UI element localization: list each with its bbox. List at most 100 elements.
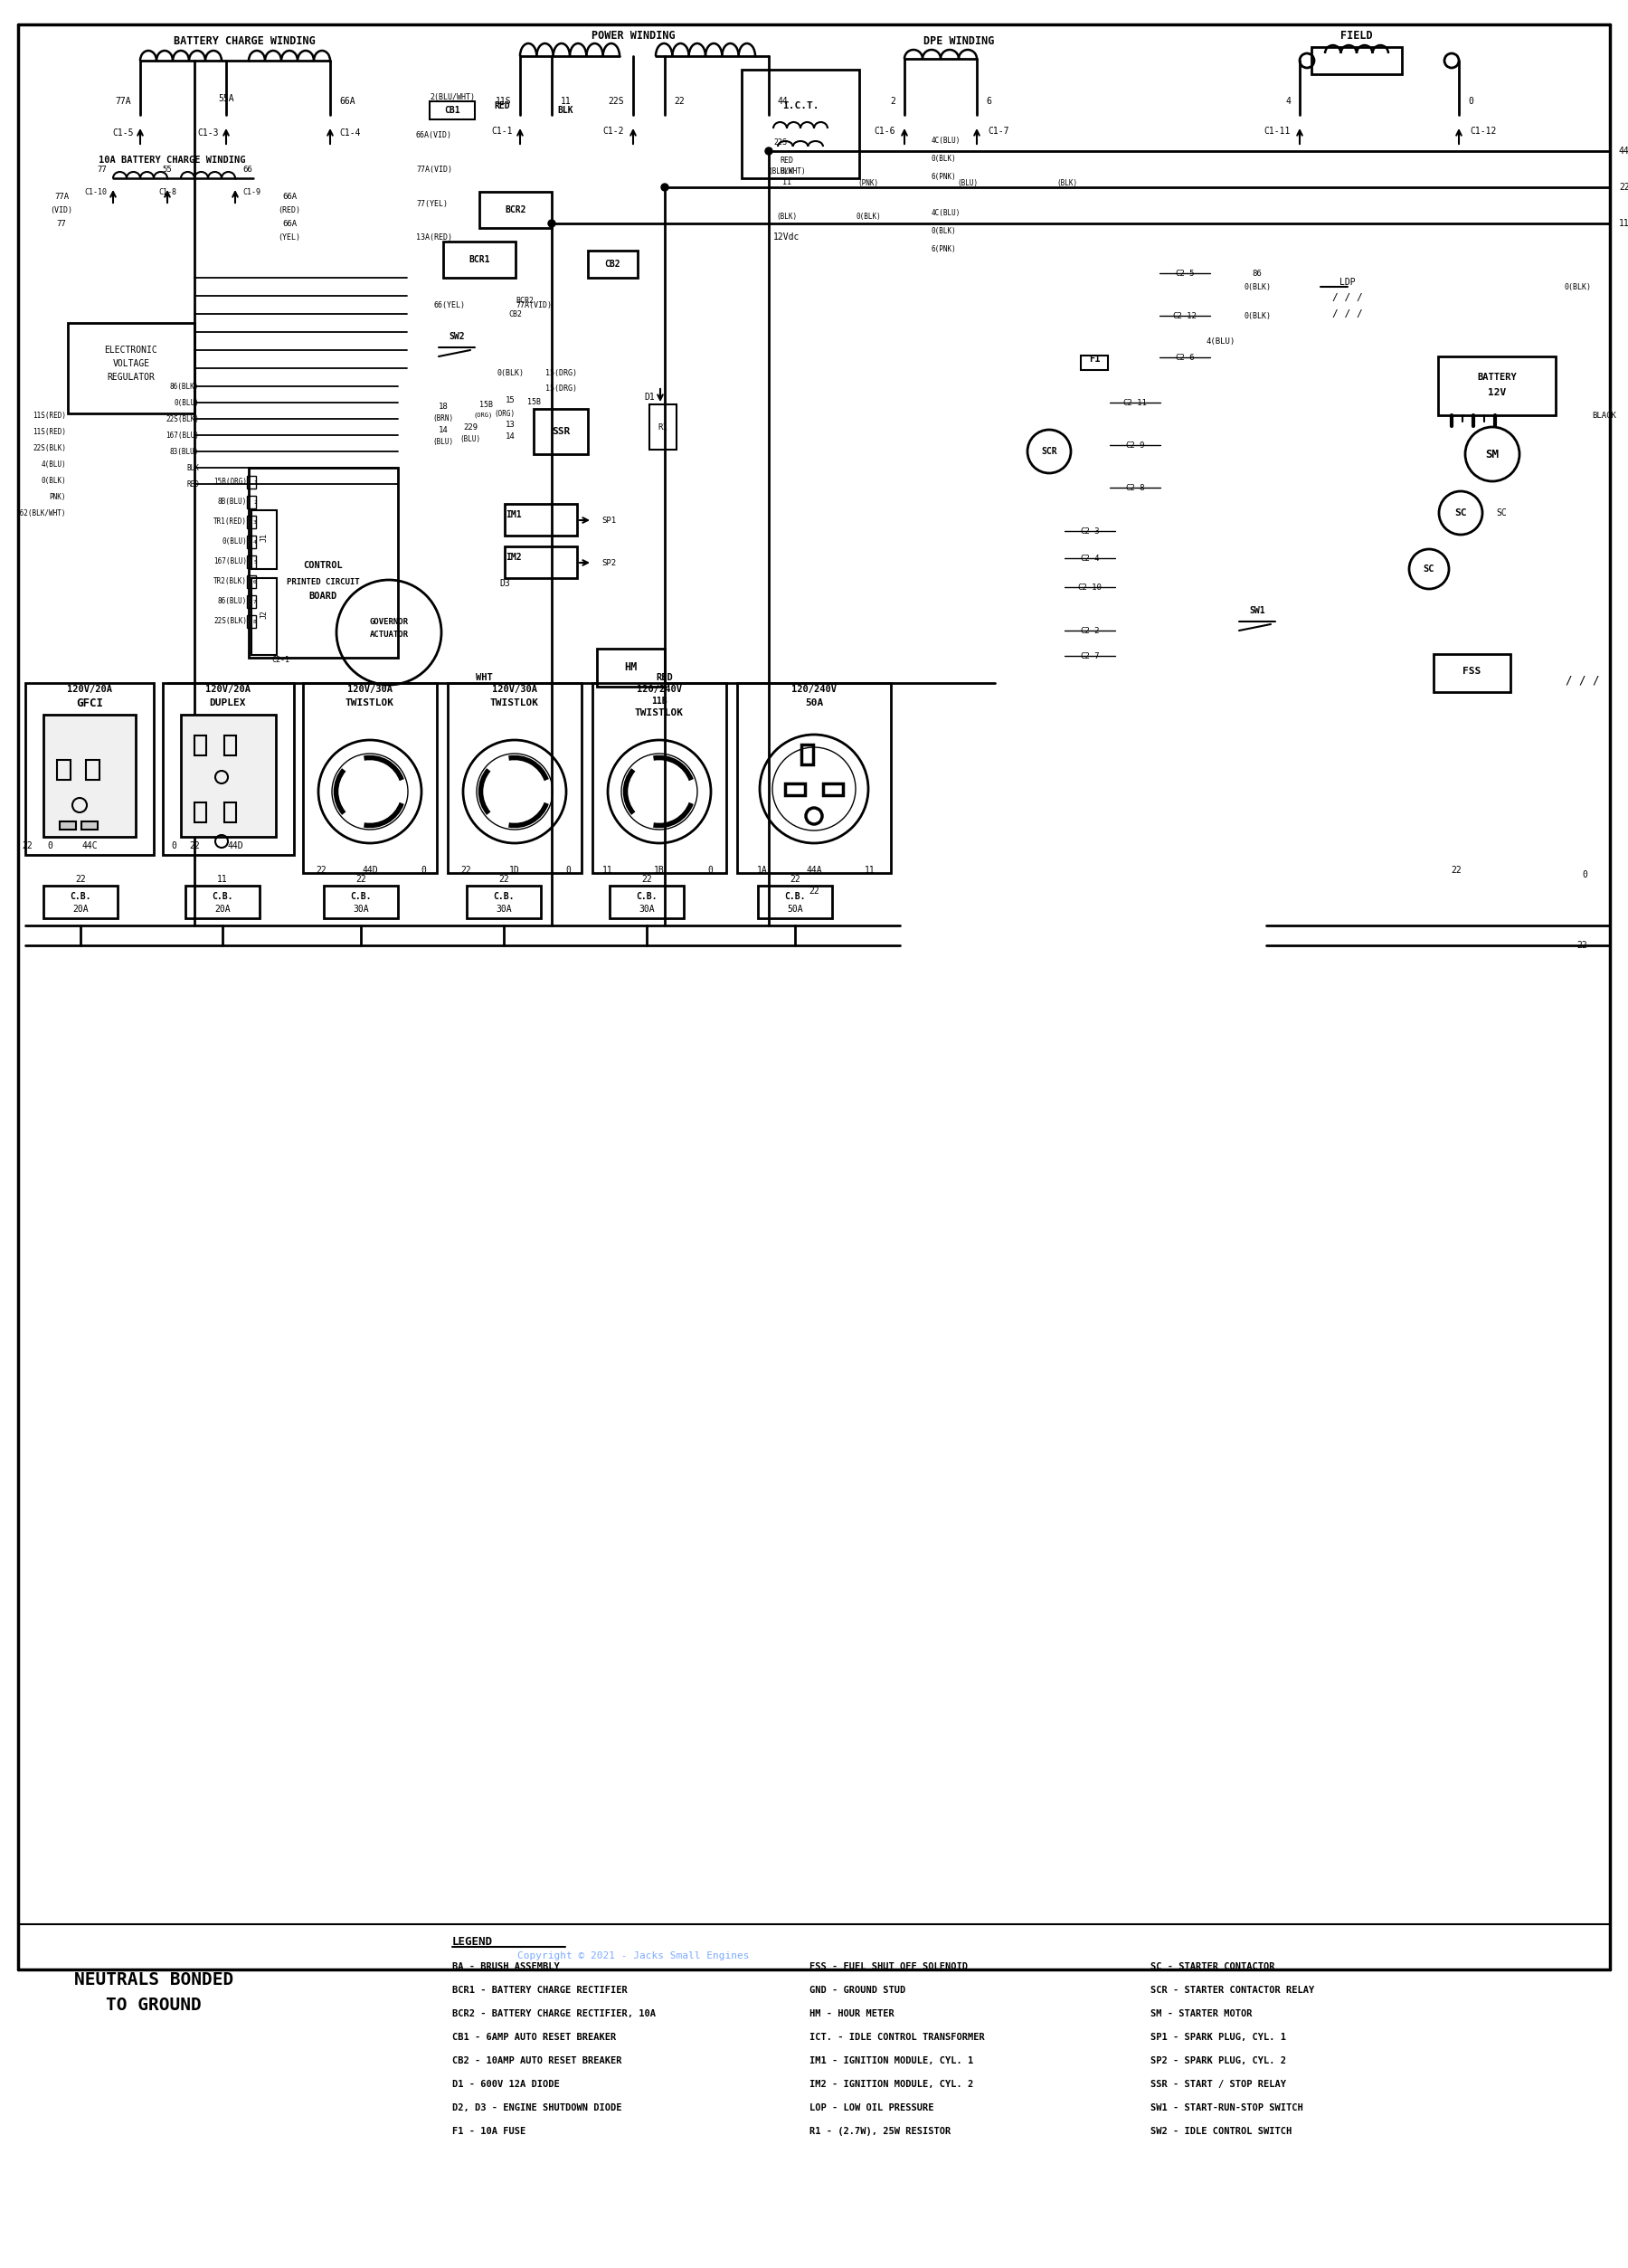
Text: C1-2: C1-2	[602, 127, 624, 136]
Bar	[1434, 653, 1511, 692]
Text: 11: 11	[560, 98, 571, 107]
Text: 8B(BLU): 8B(BLU)	[218, 497, 247, 506]
Text: SP1 - SPARK PLUG, CYL. 1: SP1 - SPARK PLUG, CYL. 1	[1151, 2032, 1286, 2041]
Text: 12Vdc: 12Vdc	[773, 234, 799, 243]
Text: 15B: 15B	[527, 397, 540, 406]
Text: SCR - STARTER CONTACTOR RELAY: SCR - STARTER CONTACTOR RELAY	[1151, 1987, 1314, 1996]
Text: C2-4: C2-4	[1079, 553, 1099, 562]
Text: 0(BLK): 0(BLK)	[856, 213, 881, 220]
Text: 22S(BLK): 22S(BLK)	[166, 415, 199, 422]
Text: C2-11: C2-11	[1123, 399, 1148, 406]
Text: BCR1 - BATTERY CHARGE RECTIFIER: BCR1 - BATTERY CHARGE RECTIFIER	[453, 1987, 627, 1996]
Text: / / /: / / /	[1332, 308, 1363, 318]
Text: I.C.T.: I.C.T.	[781, 102, 819, 111]
Text: 12V: 12V	[1488, 388, 1506, 397]
Bar	[247, 556, 256, 567]
Bar	[588, 249, 638, 277]
Text: 66: 66	[243, 166, 252, 172]
Text: SCR: SCR	[1042, 447, 1057, 456]
Text: (ORG): (ORG)	[495, 408, 516, 417]
Text: C1-11: C1-11	[1263, 127, 1291, 136]
Bar	[303, 683, 436, 873]
Text: 11S(RED): 11S(RED)	[33, 426, 67, 435]
Text: 22: 22	[21, 841, 33, 850]
Text: 22S: 22S	[609, 98, 624, 107]
Text: CB1: CB1	[444, 107, 461, 116]
Text: 77(YEL): 77(YEL)	[417, 200, 448, 209]
Text: GOVERNOR: GOVERNOR	[370, 617, 409, 626]
Text: BCR2 - BATTERY CHARGE RECTIFIER, 10A: BCR2 - BATTERY CHARGE RECTIFIER, 10A	[453, 2009, 656, 2019]
Text: C1-7: C1-7	[988, 127, 1009, 136]
Bar	[68, 322, 194, 413]
Text: 30A: 30A	[353, 905, 370, 914]
Text: GND - GROUND STUD: GND - GROUND STUD	[809, 1987, 905, 1996]
Text: 44D: 44D	[228, 841, 243, 850]
Bar	[86, 760, 99, 780]
Text: 14: 14	[506, 431, 516, 440]
Bar	[251, 510, 277, 569]
Text: 14: 14	[438, 426, 448, 433]
Bar	[247, 594, 256, 608]
Text: 6(PNK): 6(PNK)	[931, 245, 957, 252]
Text: BCR2: BCR2	[516, 297, 534, 304]
Text: 44: 44	[778, 98, 788, 107]
Bar	[247, 515, 256, 528]
Text: 55: 55	[163, 166, 173, 172]
Text: 11: 11	[864, 866, 876, 875]
Text: NEUTRALS BONDED: NEUTRALS BONDED	[73, 1971, 233, 1989]
Text: 7: 7	[254, 599, 257, 603]
Text: 2: 2	[254, 499, 257, 503]
Text: TO GROUND: TO GROUND	[106, 1998, 202, 2014]
Text: IM2 - IGNITION MODULE, CYL. 2: IM2 - IGNITION MODULE, CYL. 2	[809, 2080, 974, 2089]
Circle shape	[765, 147, 772, 154]
Text: SSR - START / STOP RELAY: SSR - START / STOP RELAY	[1151, 2080, 1286, 2089]
Text: 66A: 66A	[339, 98, 355, 107]
Text: D3: D3	[500, 578, 510, 587]
Text: 77A(VID): 77A(VID)	[417, 166, 453, 172]
Text: 2(BLU/WHT): 2(BLU/WHT)	[430, 93, 475, 100]
Text: 120V/30A: 120V/30A	[492, 685, 537, 694]
Text: 11S(RED): 11S(RED)	[33, 411, 67, 420]
Text: 0: 0	[565, 866, 571, 875]
Text: SC: SC	[1496, 508, 1506, 517]
Text: ACTUATOR: ACTUATOR	[370, 631, 409, 637]
Text: 22: 22	[316, 866, 326, 875]
Text: 44D: 44D	[361, 866, 378, 875]
Text: 11: 11	[783, 177, 791, 186]
Text: 13: 13	[506, 420, 516, 429]
Text: BATTERY: BATTERY	[1477, 372, 1517, 381]
Text: BLK: BLK	[780, 168, 794, 175]
Text: R1: R1	[658, 422, 667, 431]
Text: / / /: / / /	[1566, 674, 1600, 687]
Text: C2-9: C2-9	[1125, 440, 1144, 449]
Text: 162(BLK/WHT): 162(BLK/WHT)	[16, 508, 67, 517]
Text: 20A: 20A	[73, 905, 88, 914]
Text: TWISTLOK: TWISTLOK	[490, 699, 539, 708]
Text: IM1 - IGNITION MODULE, CYL. 1: IM1 - IGNITION MODULE, CYL. 1	[809, 2057, 974, 2066]
Bar	[225, 735, 236, 755]
Text: 6: 6	[254, 578, 257, 583]
Bar	[443, 243, 516, 277]
Text: C1-12: C1-12	[1470, 127, 1496, 136]
Text: GFCI: GFCI	[77, 696, 103, 710]
Text: 44A: 44A	[806, 866, 822, 875]
Text: HM: HM	[624, 660, 637, 674]
Text: RED: RED	[780, 156, 794, 163]
Text: 3: 3	[254, 519, 257, 524]
Text: 77A: 77A	[116, 98, 132, 107]
Circle shape	[661, 184, 669, 191]
Text: 4(BLU): 4(BLU)	[41, 460, 67, 467]
Bar	[593, 683, 726, 873]
Text: 0(BLK): 0(BLK)	[498, 370, 524, 376]
Text: 11S: 11S	[495, 98, 511, 107]
Bar	[181, 714, 275, 837]
Bar	[247, 615, 256, 628]
Bar	[247, 535, 256, 549]
Text: C1-1: C1-1	[492, 127, 513, 136]
Text: 66A(VID): 66A(VID)	[417, 132, 453, 138]
Text: FSS: FSS	[1462, 667, 1481, 676]
Text: 0(BLU): 0(BLU)	[221, 538, 247, 544]
Text: 11: 11	[602, 866, 614, 875]
Bar	[759, 887, 832, 919]
Text: RED: RED	[493, 102, 510, 111]
